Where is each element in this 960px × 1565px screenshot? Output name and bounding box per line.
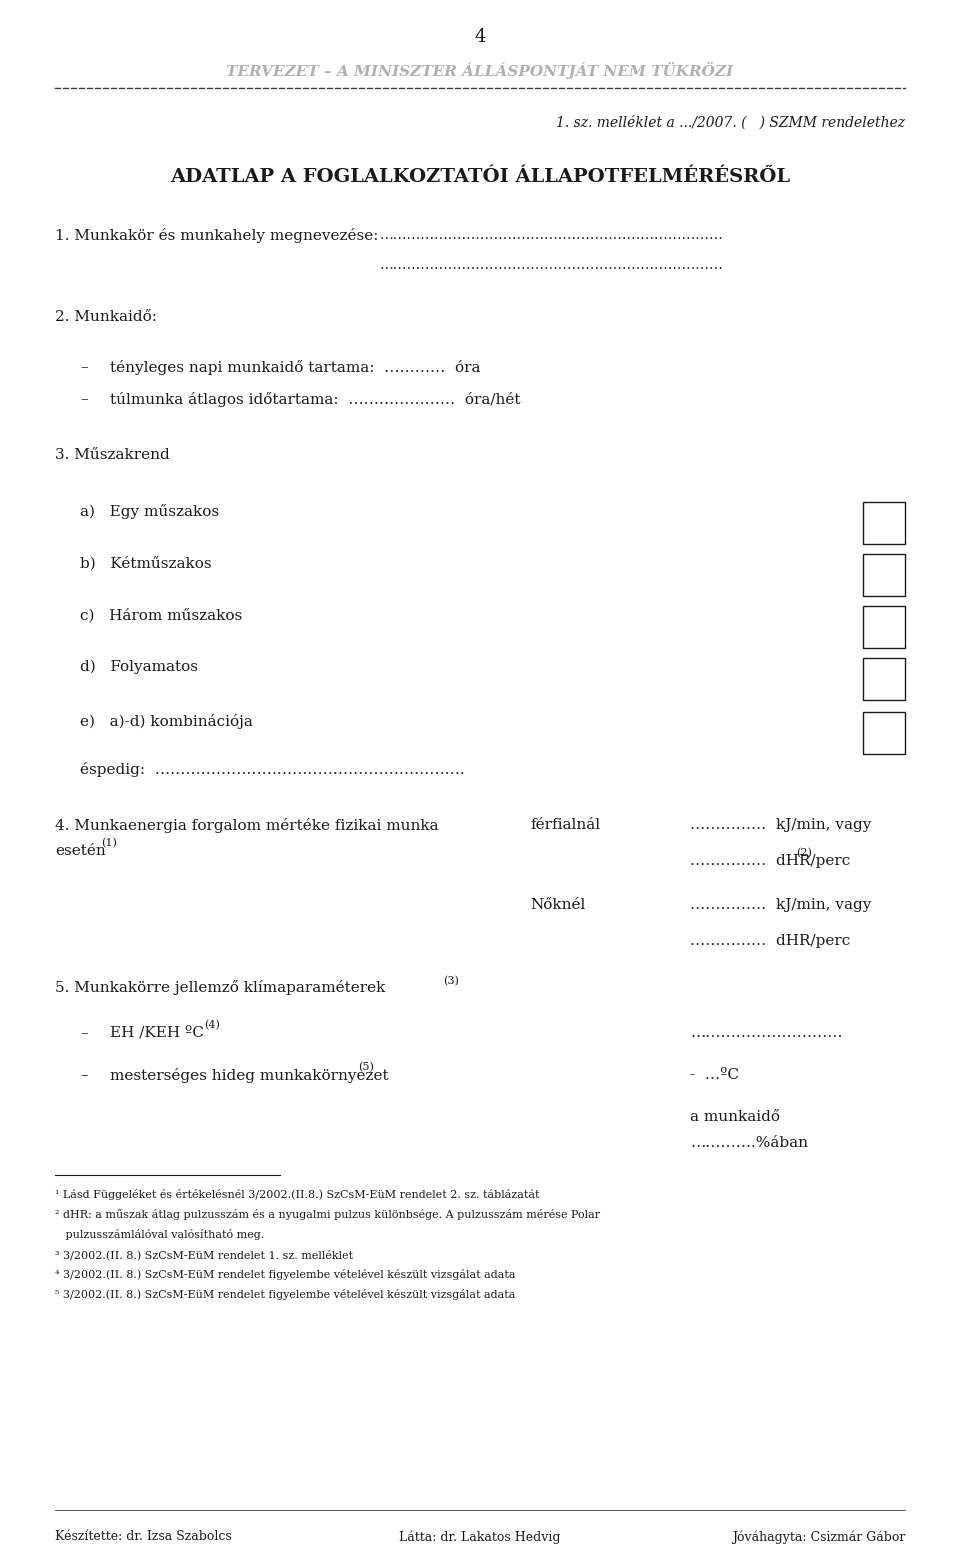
Text: éspedig:  …………………………………………………….: éspedig: ……………………………………………………. — [80, 762, 465, 776]
Text: d)   Folyamatos: d) Folyamatos — [80, 660, 198, 675]
Text: ……………  dHR/perc: …………… dHR/perc — [690, 854, 851, 869]
Text: –: – — [80, 360, 87, 374]
Text: ⁴ 3/2002.(II. 8.) SzCsM-EüM rendelet figyelembe vételével készült vizsgálat adat: ⁴ 3/2002.(II. 8.) SzCsM-EüM rendelet fig… — [55, 1269, 516, 1280]
Text: tényleges napi munkaidő tartama:  …………  óra: tényleges napi munkaidő tartama: ………… ór… — [110, 360, 481, 376]
Text: (3): (3) — [443, 977, 459, 986]
Text: Készítette: dr. Izsa Szabolcs: Készítette: dr. Izsa Szabolcs — [55, 1531, 231, 1543]
Text: (1): (1) — [101, 837, 117, 848]
Text: …………………………………………………………………: ………………………………………………………………… — [380, 228, 724, 243]
Text: (5): (5) — [358, 1063, 373, 1072]
Text: c)   Három műszakos: c) Három műszakos — [80, 607, 242, 623]
Text: 4. Munkaenergia forgalom mértéke fizikai munka: 4. Munkaenergia forgalom mértéke fizikai… — [55, 818, 439, 833]
Text: TERVEZET – A MINISZTER ÁLLÁSPONTJÁT NEM TÜKRÖZI: TERVEZET – A MINISZTER ÁLLÁSPONTJÁT NEM … — [227, 63, 733, 80]
Text: túlmunka átlagos időtartama:  …………………  óra/hét: túlmunka átlagos időtartama: ………………… óra… — [110, 391, 520, 407]
Text: férfialnál: férfialnál — [530, 818, 600, 833]
Text: -  …ºC: - …ºC — [690, 1067, 739, 1081]
Text: ¹ Lásd Függeléket és értékelésnél 3/2002.(II.8.) SzCsM-EüM rendelet 2. sz. táblá: ¹ Lásd Függeléket és értékelésnél 3/2002… — [55, 1189, 540, 1200]
Text: Jóváhagyta: Csizmár Gábor: Jóváhagyta: Csizmár Gábor — [732, 1531, 905, 1543]
Text: 5. Munkakörre jellemző klímaparaméterek: 5. Munkakörre jellemző klímaparaméterek — [55, 980, 385, 995]
Text: esetén: esetén — [55, 844, 106, 858]
Text: b)   Kétműszakos: b) Kétműszakos — [80, 556, 211, 570]
Text: …………………………: ………………………… — [690, 1027, 843, 1041]
Bar — [863, 657, 905, 700]
Bar — [863, 606, 905, 648]
Text: –: – — [80, 1027, 87, 1041]
Bar — [863, 554, 905, 596]
Text: ……………  kJ/min, vagy: …………… kJ/min, vagy — [690, 898, 872, 912]
Text: 3. Műszakrend: 3. Műszakrend — [55, 448, 170, 462]
Text: EH /KEH ºC: EH /KEH ºC — [110, 1027, 204, 1041]
Text: 4: 4 — [474, 28, 486, 45]
Text: ² dHR: a műszak átlag pulzusszám és a nyugalmi pulzus különbsége. A pulzusszám m: ² dHR: a műszak átlag pulzusszám és a ny… — [55, 1210, 600, 1221]
Text: 1. Munkakör és munkahely megnevezése:: 1. Munkakör és munkahely megnevezése: — [55, 228, 378, 243]
Text: e)   a)-d) kombinációja: e) a)-d) kombinációja — [80, 714, 252, 729]
Text: –: – — [80, 391, 87, 405]
Text: ……………  dHR/perc: …………… dHR/perc — [690, 934, 851, 948]
Text: mesterséges hideg munkakörnyezet: mesterséges hideg munkakörnyezet — [110, 1067, 389, 1083]
Text: 2. Munkaidő:: 2. Munkaidő: — [55, 310, 157, 324]
Text: Látta: dr. Lakatos Hedvig: Látta: dr. Lakatos Hedvig — [399, 1531, 561, 1543]
Bar — [863, 502, 905, 545]
Text: ADATLAP A FOGLALKOZTATÓI ÁLLAPOTFELMÉRÉSRŐL: ADATLAP A FOGLALKOZTATÓI ÁLLAPOTFELMÉRÉS… — [170, 167, 790, 186]
Text: –: – — [80, 1067, 87, 1081]
Text: ⁵ 3/2002.(II. 8.) SzCsM-EüM rendelet figyelembe vételével készült vizsgálat adat: ⁵ 3/2002.(II. 8.) SzCsM-EüM rendelet fig… — [55, 1290, 516, 1301]
Text: pulzusszámlálóval valósítható meg.: pulzusszámlálóval valósítható meg. — [55, 1229, 264, 1239]
Text: (4): (4) — [204, 1020, 220, 1030]
Text: a munkaidő: a munkaidő — [690, 1110, 780, 1124]
Text: …………………………………………………………………: ………………………………………………………………… — [380, 258, 724, 272]
Text: 1. sz. melléklet a .../2007. (   ) SZMM rendelethez: 1. sz. melléklet a .../2007. ( ) SZMM re… — [556, 114, 905, 130]
Text: ………….%ában: ………….%ában — [690, 1136, 808, 1150]
Text: ……………  kJ/min, vagy: …………… kJ/min, vagy — [690, 818, 872, 833]
Text: (2): (2) — [796, 848, 812, 858]
Bar — [863, 712, 905, 754]
Text: ³ 3/2002.(II. 8.) SzCsM-EüM rendelet 1. sz. melléklet: ³ 3/2002.(II. 8.) SzCsM-EüM rendelet 1. … — [55, 1249, 353, 1260]
Text: a)   Egy műszakos: a) Egy műszakos — [80, 504, 219, 520]
Text: Nőknél: Nőknél — [530, 898, 586, 912]
